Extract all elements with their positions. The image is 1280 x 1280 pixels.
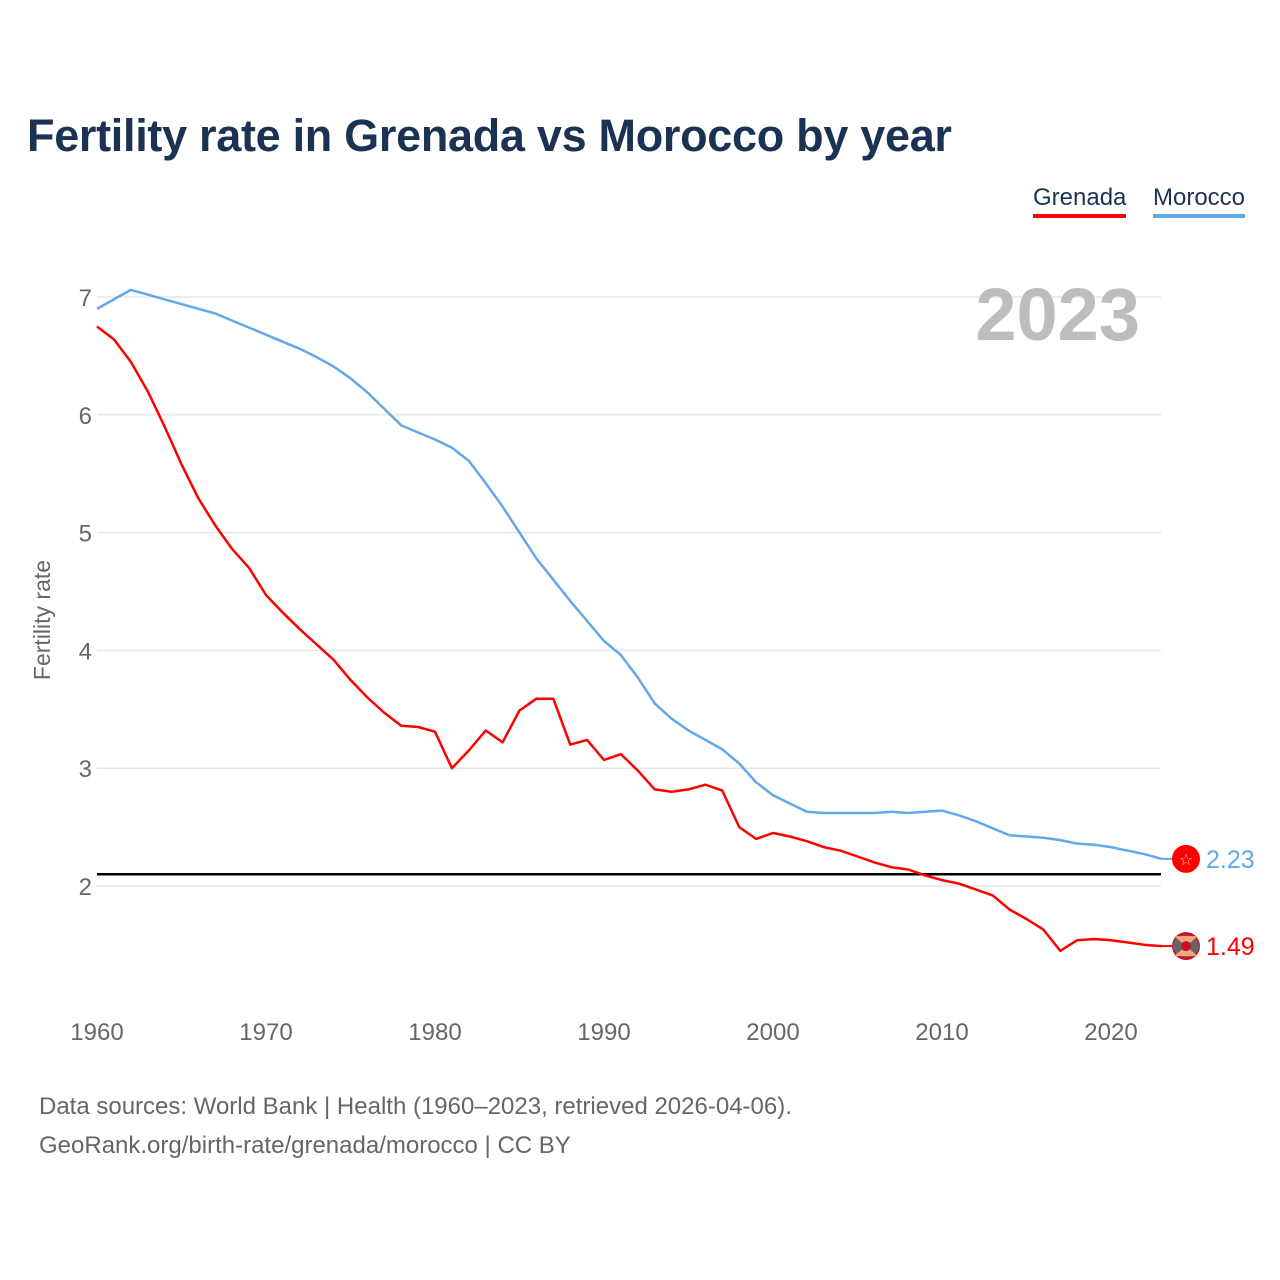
source-note: Data sources: World Bank | Health (1960–… [39,1087,792,1165]
x-tick-label: 1980 [408,1019,461,1046]
source-line-1: Data sources: World Bank | Health (1960–… [39,1093,792,1120]
series-line-morocco [96,288,1163,861]
y-tick-label: 4 [79,638,92,665]
y-tick-label: 5 [79,521,92,548]
end-value-label: 1.49 [1206,933,1255,961]
legend-morocco[interactable]: Morocco [1153,184,1246,218]
y-tick-label: 7 [79,285,92,312]
year-watermark: 2023 [975,273,1140,356]
y-axis-label: Fertility rate [29,560,55,680]
series-line-grenada [96,325,1162,953]
x-tick-label: 1970 [239,1019,292,1046]
svg-text:☆: ☆ [1179,852,1193,869]
x-tick-label: 1960 [70,1019,123,1046]
y-tick-label: 6 [79,403,92,430]
legend-grenada[interactable]: Grenada [1033,184,1127,218]
x-tick-label: 2000 [746,1019,799,1046]
y-tick-label: 3 [79,756,92,783]
flag-icon-morocco: ☆ [1172,844,1200,873]
chart-title: Fertility rate in Grenada vs Morocco by … [27,110,952,161]
flag-icon-grenada [1172,932,1200,961]
x-tick-label: 1990 [577,1019,630,1046]
x-tick-label: 2020 [1084,1019,1137,1046]
y-tick-label: 2 [79,874,92,901]
end-value-label: 2.23 [1206,846,1255,874]
source-link[interactable]: GeoRank.org/birth-rate/grenada/morocco |… [39,1132,571,1159]
x-tick-label: 2010 [915,1019,968,1046]
